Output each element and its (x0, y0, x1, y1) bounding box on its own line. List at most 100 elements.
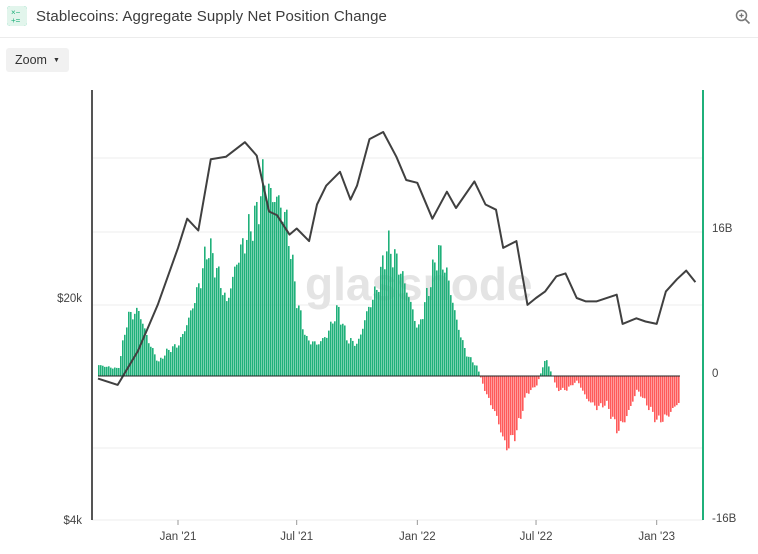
bar (652, 376, 654, 412)
bar (260, 196, 262, 376)
bar (676, 376, 678, 406)
calculator-icon: ×− += (7, 6, 27, 26)
bar (362, 328, 364, 376)
bar (306, 335, 308, 376)
bar (426, 287, 428, 376)
bar (186, 325, 188, 376)
bar (670, 376, 672, 412)
bar (384, 269, 386, 376)
bar (226, 301, 228, 376)
bar (530, 376, 532, 391)
bar (568, 376, 570, 387)
bar (382, 255, 384, 376)
bar (182, 333, 184, 376)
bar (420, 319, 422, 376)
bar (332, 323, 334, 376)
bar (276, 196, 278, 376)
bar (346, 340, 348, 376)
bar (170, 352, 172, 376)
bar (444, 272, 446, 376)
bar (104, 366, 106, 376)
bar (214, 277, 216, 376)
bar (480, 376, 482, 378)
bar (450, 295, 452, 376)
bar (418, 324, 420, 376)
bar (636, 376, 638, 390)
bar (504, 376, 506, 441)
bar (508, 376, 510, 449)
bar (466, 356, 468, 376)
bar (616, 376, 618, 434)
bar (248, 214, 250, 376)
bar (474, 365, 476, 376)
bar (536, 376, 538, 386)
bar (302, 329, 304, 376)
bar (172, 346, 174, 376)
bar (180, 337, 182, 376)
bar (642, 376, 644, 398)
bar (270, 188, 272, 376)
bar (650, 376, 652, 407)
bar (272, 202, 274, 376)
x-tick-label: Jan '22 (399, 531, 436, 543)
bar (490, 376, 492, 406)
bar (138, 311, 140, 376)
zoom-in-icon[interactable] (735, 9, 751, 25)
bar (100, 365, 102, 376)
bar (228, 297, 230, 376)
bar (434, 262, 436, 376)
bar (640, 376, 642, 397)
bar (610, 376, 612, 419)
watermark: glassnode (305, 258, 533, 310)
y-right-tick-label: 16B (712, 223, 733, 235)
bar (146, 334, 148, 376)
bar (550, 371, 552, 376)
bar (454, 310, 456, 376)
bar (122, 340, 124, 376)
bar (648, 376, 650, 411)
bar (334, 321, 336, 376)
bar (586, 376, 588, 399)
bar (310, 344, 312, 376)
bar (570, 376, 572, 386)
bar (206, 259, 208, 376)
bar (356, 343, 358, 376)
bar (192, 308, 194, 376)
svg-text:×−: ×− (11, 8, 21, 17)
bar (646, 376, 648, 406)
chart-header: ×− += Stablecoins: Aggregate Supply Net … (0, 0, 758, 38)
y-left-tick-label: $4k (63, 515, 82, 527)
bar (526, 376, 528, 394)
bar (282, 221, 284, 376)
bar (396, 253, 398, 376)
bar (110, 367, 112, 376)
bar (502, 376, 504, 437)
bar (668, 376, 670, 417)
bar (518, 376, 520, 419)
chart-area: glassnode Jan '21 Jul '21 Jan '22 Jul '22 Ja… (57, 90, 737, 543)
bar (582, 376, 584, 391)
bar (230, 288, 232, 376)
bar (250, 231, 252, 376)
bar (278, 195, 280, 376)
bar (148, 343, 150, 376)
bar (174, 344, 176, 376)
bar (486, 376, 488, 395)
bar (348, 343, 350, 376)
bar (234, 266, 236, 376)
bar (120, 356, 122, 376)
bar (198, 283, 200, 376)
bar (554, 376, 556, 383)
bar (118, 367, 120, 376)
bar (200, 288, 202, 376)
bar (598, 376, 600, 406)
bar (592, 376, 594, 403)
bar (318, 344, 320, 376)
bar (166, 348, 168, 376)
bar (132, 319, 134, 376)
bar (150, 346, 152, 376)
bar (284, 211, 286, 376)
bar (618, 376, 620, 431)
bar (520, 376, 522, 419)
zoom-dropdown[interactable]: Zoom ▼ (6, 48, 69, 72)
